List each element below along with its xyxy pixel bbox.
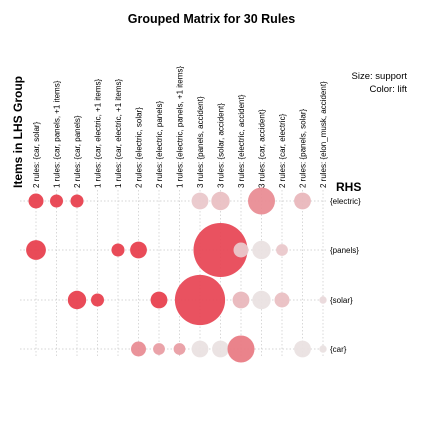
bubble xyxy=(131,341,146,357)
rhs-axis-label: RHS xyxy=(336,180,361,194)
lhs-group-label: 1 rules: {electric, panels, +1 items} xyxy=(176,66,185,188)
bubble xyxy=(50,194,63,208)
bubble xyxy=(67,290,87,310)
bubble xyxy=(319,296,327,304)
bubble xyxy=(248,187,275,215)
bubble xyxy=(232,291,250,309)
bubble xyxy=(150,291,168,309)
grid-lines xyxy=(20,190,328,357)
lhs-group-label: 2 rules: {electric, solar} xyxy=(135,107,144,188)
lhs-group-label: 2 rules: {car, panels} xyxy=(73,115,82,188)
rhs-item-label: {electric} xyxy=(330,197,361,206)
lhs-group-label: 2 rules: {panels, solar} xyxy=(299,109,308,188)
bubble xyxy=(294,340,311,358)
bubble xyxy=(191,340,209,358)
bubble xyxy=(70,194,84,208)
bubble xyxy=(227,335,255,363)
bubble xyxy=(212,340,229,358)
rhs-item-label: {solar} xyxy=(330,296,353,305)
bubble xyxy=(130,241,147,259)
lhs-group-label: 3 rules: {electric, accident} xyxy=(237,94,246,188)
bubble xyxy=(294,192,311,210)
lhs-group-label: 2 rules: {car, solar} xyxy=(32,121,41,188)
lhs-group-label: 2 rules: {car, electric} xyxy=(278,113,287,188)
lhs-group-label: 2 rules: {elon_musk, accident} xyxy=(319,81,328,188)
bubble xyxy=(111,243,125,257)
bubble xyxy=(211,191,230,211)
size-legend: Size: support xyxy=(351,71,407,82)
labels: 2 rules: {car, solar} 1 rules: {car, pane… xyxy=(11,66,361,354)
lhs-axis-label: Items in LHS Group xyxy=(11,76,25,188)
rhs-item-label: {car} xyxy=(330,345,347,354)
lhs-group-label: 1 rules: {car, panels, +1 items} xyxy=(53,80,62,188)
bubble xyxy=(252,290,271,310)
lhs-group-label: 2 rules: {electric, panels} xyxy=(155,101,164,188)
lhs-group-label: 1 rules: {car, electric, +1 items} xyxy=(94,79,103,188)
bubble xyxy=(233,242,249,258)
bubble xyxy=(91,293,104,307)
bubble xyxy=(26,240,46,260)
bubbles xyxy=(26,187,327,363)
bubble xyxy=(173,343,186,355)
bubble xyxy=(319,345,327,353)
lhs-group-label: 1 rules: {car, electric, +1 items} xyxy=(114,79,123,188)
bubble xyxy=(252,240,271,260)
bubble xyxy=(193,223,248,277)
bubble xyxy=(28,193,44,209)
rhs-item-label: {panels} xyxy=(330,246,359,255)
bubble xyxy=(191,192,209,210)
lhs-group-label: 3 rules: {car, accident} xyxy=(258,109,267,188)
bubble xyxy=(274,292,290,308)
lhs-group-label: 3 rules: {panels, accident} xyxy=(196,96,205,188)
color-legend: Color: lift xyxy=(369,84,407,95)
lhs-group-label: 3 rules: {solar, accident} xyxy=(217,103,226,188)
bubble xyxy=(153,343,165,355)
bubble xyxy=(174,274,226,326)
chart-title: Grouped Matrix for 30 Rules xyxy=(127,12,296,26)
bubble xyxy=(276,244,288,256)
